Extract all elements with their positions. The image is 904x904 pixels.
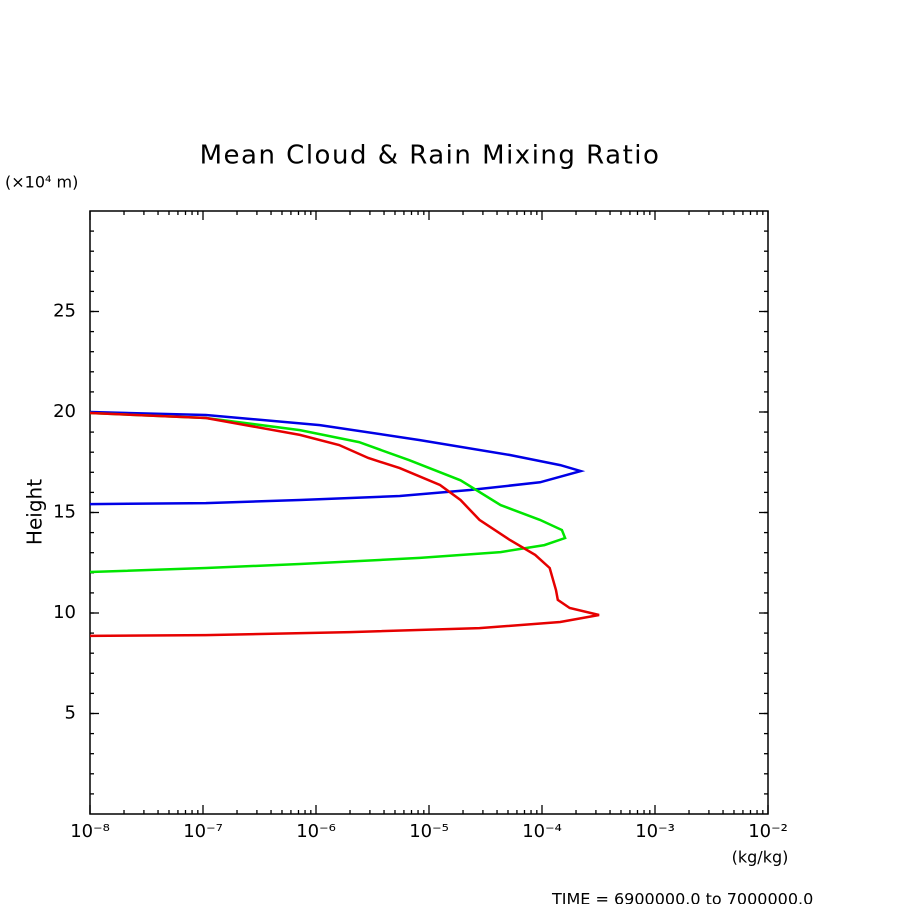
- y-axis-label: Height: [23, 479, 47, 545]
- x-tick-label: 10⁻³: [635, 821, 675, 842]
- y-tick-label: 15: [53, 502, 76, 523]
- profile-line: [89, 411, 600, 638]
- x-tick-label: 10⁻⁵: [409, 821, 449, 842]
- x-tick-label: 10⁻⁸: [70, 821, 110, 842]
- y-tick-label: 5: [65, 703, 76, 724]
- y-tick-label: 20: [53, 401, 76, 422]
- chart-title: Mean Cloud & Rain Mixing Ratio: [200, 141, 661, 171]
- footer: TIME = 6900000.0 to 7000000.0: [551, 890, 813, 904]
- y-tick-label: 25: [53, 301, 76, 322]
- x-axis-label: (kg/kg): [732, 848, 789, 867]
- x-tick-label: 10⁻²: [748, 821, 788, 842]
- x-tick-label: 10⁻⁴: [522, 821, 562, 842]
- profile-line: [89, 411, 567, 574]
- x-tick-label: 10⁻⁶: [296, 821, 336, 842]
- y-tick-label: 10: [53, 602, 76, 623]
- x-tick-label: 10⁻⁷: [183, 821, 223, 842]
- profile-line: [89, 410, 586, 506]
- plot-frame: [89, 210, 769, 815]
- y-unit-label: (×10⁴ m): [5, 173, 78, 192]
